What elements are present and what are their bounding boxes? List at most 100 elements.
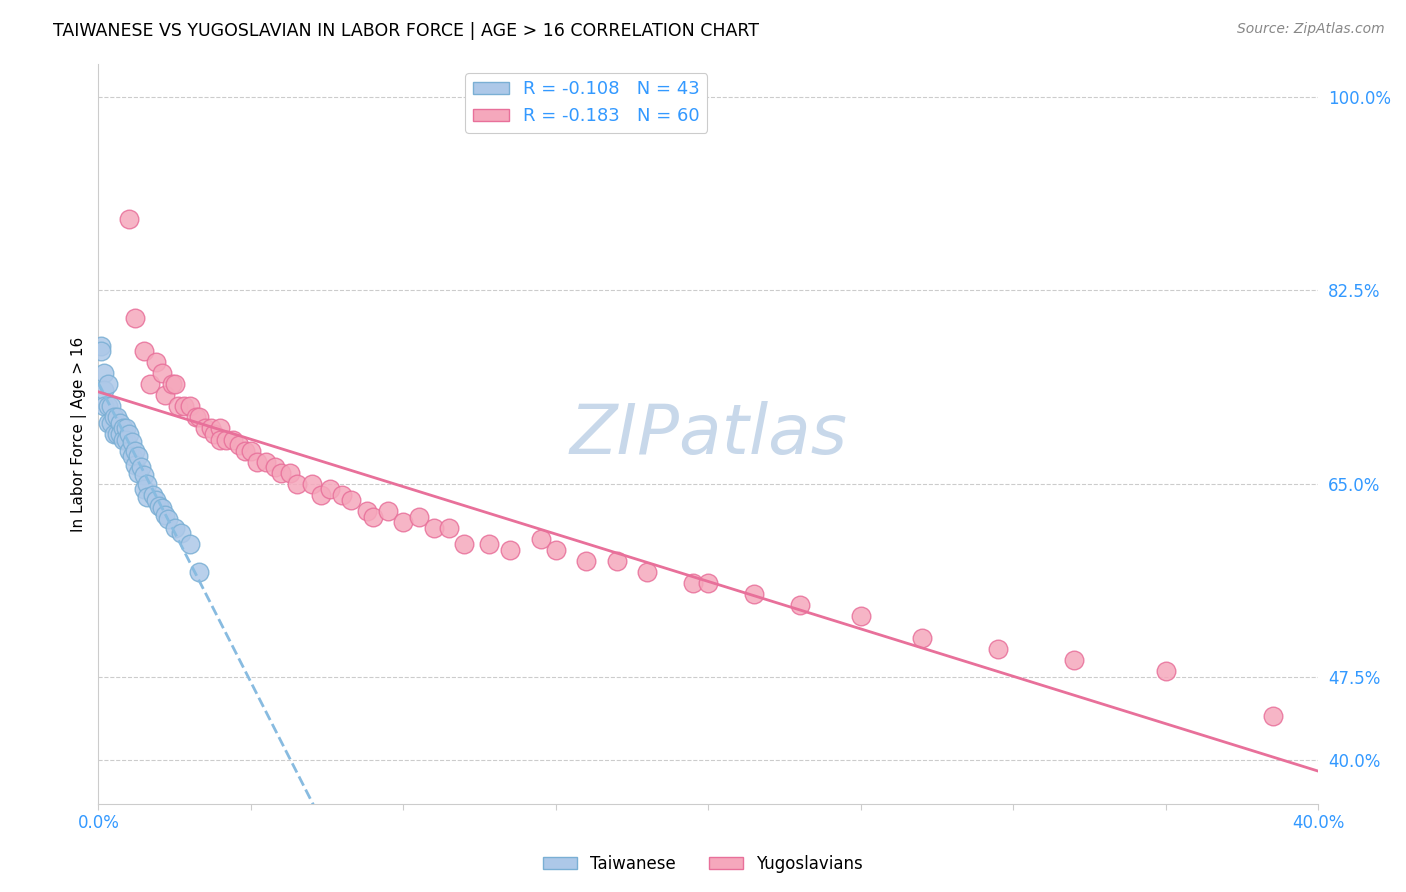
Point — [270, 466, 292, 480]
Point — [478, 537, 501, 551]
Point — [124, 311, 146, 326]
Point — [103, 427, 125, 442]
Point — [233, 443, 256, 458]
Point — [200, 421, 222, 435]
Point — [682, 576, 704, 591]
Point — [127, 449, 149, 463]
Point — [606, 554, 628, 568]
Point — [114, 421, 136, 435]
Point — [254, 455, 277, 469]
Point — [361, 509, 384, 524]
Point — [789, 598, 811, 612]
Point — [987, 642, 1010, 657]
Point — [96, 400, 118, 414]
Point — [239, 443, 262, 458]
Point — [139, 377, 162, 392]
Point — [544, 543, 567, 558]
Point — [301, 476, 323, 491]
Point — [453, 537, 475, 551]
Point — [408, 509, 430, 524]
Point — [221, 433, 243, 447]
Point — [96, 377, 118, 392]
Text: TAIWANESE VS YUGOSLAVIAN IN LABOR FORCE | AGE > 16 CORRELATION CHART: TAIWANESE VS YUGOSLAVIAN IN LABOR FORCE … — [53, 22, 759, 40]
Point — [121, 449, 143, 463]
Point — [179, 400, 201, 414]
Point — [108, 427, 131, 442]
Point — [118, 427, 141, 442]
Point — [124, 458, 146, 472]
Point — [118, 211, 141, 226]
Point — [163, 377, 186, 392]
Point — [1063, 653, 1085, 667]
Point — [124, 443, 146, 458]
Point — [121, 434, 143, 449]
Point — [423, 521, 446, 535]
Point — [309, 488, 332, 502]
Point — [184, 410, 207, 425]
Point — [697, 576, 720, 591]
Point — [636, 565, 658, 579]
Point — [188, 410, 211, 425]
Text: ZIPatlas: ZIPatlas — [569, 401, 848, 467]
Point — [163, 521, 186, 535]
Point — [142, 488, 165, 502]
Point — [911, 632, 934, 646]
Point — [148, 499, 170, 513]
Point — [529, 532, 551, 546]
Point — [209, 421, 232, 435]
Point — [105, 427, 128, 442]
Point — [108, 416, 131, 430]
Point — [132, 344, 155, 359]
Point — [132, 467, 155, 482]
Point — [111, 433, 134, 447]
Point — [377, 504, 399, 518]
Point — [392, 516, 415, 530]
Point — [152, 366, 174, 380]
Point — [228, 438, 250, 452]
Point — [499, 543, 522, 558]
Point — [155, 508, 177, 522]
Point — [93, 366, 115, 380]
Point — [90, 339, 112, 353]
Point — [157, 512, 180, 526]
Point — [188, 565, 211, 579]
Point — [90, 344, 112, 359]
Point — [160, 377, 183, 392]
Point — [170, 526, 193, 541]
Point — [145, 355, 167, 369]
Point — [136, 490, 159, 504]
Point — [437, 521, 460, 535]
Legend: R = -0.108   N = 43, R = -0.183   N = 60: R = -0.108 N = 43, R = -0.183 N = 60 — [465, 73, 707, 133]
Point — [209, 433, 232, 447]
Point — [179, 537, 201, 551]
Point — [114, 433, 136, 447]
Point — [330, 488, 353, 502]
Point — [105, 410, 128, 425]
Legend: Taiwanese, Yugoslavians: Taiwanese, Yugoslavians — [537, 848, 869, 880]
Point — [166, 400, 188, 414]
Point — [100, 416, 122, 430]
Point — [111, 421, 134, 435]
Point — [356, 504, 378, 518]
Point — [127, 466, 149, 480]
Point — [280, 466, 302, 480]
Point — [742, 587, 765, 601]
Point — [246, 455, 269, 469]
Point — [96, 416, 118, 430]
Point — [173, 400, 195, 414]
Point — [93, 400, 115, 414]
Text: Source: ZipAtlas.com: Source: ZipAtlas.com — [1237, 22, 1385, 37]
Point — [1154, 665, 1177, 679]
Y-axis label: In Labor Force | Age > 16: In Labor Force | Age > 16 — [72, 336, 87, 532]
Point — [118, 443, 141, 458]
Point — [575, 554, 598, 568]
Point — [340, 493, 363, 508]
Point — [202, 427, 225, 442]
Point — [152, 501, 174, 516]
Point — [319, 482, 342, 496]
Point — [215, 433, 238, 447]
Point — [194, 421, 217, 435]
Point — [129, 460, 152, 475]
Point — [100, 400, 122, 414]
Point — [849, 609, 872, 624]
